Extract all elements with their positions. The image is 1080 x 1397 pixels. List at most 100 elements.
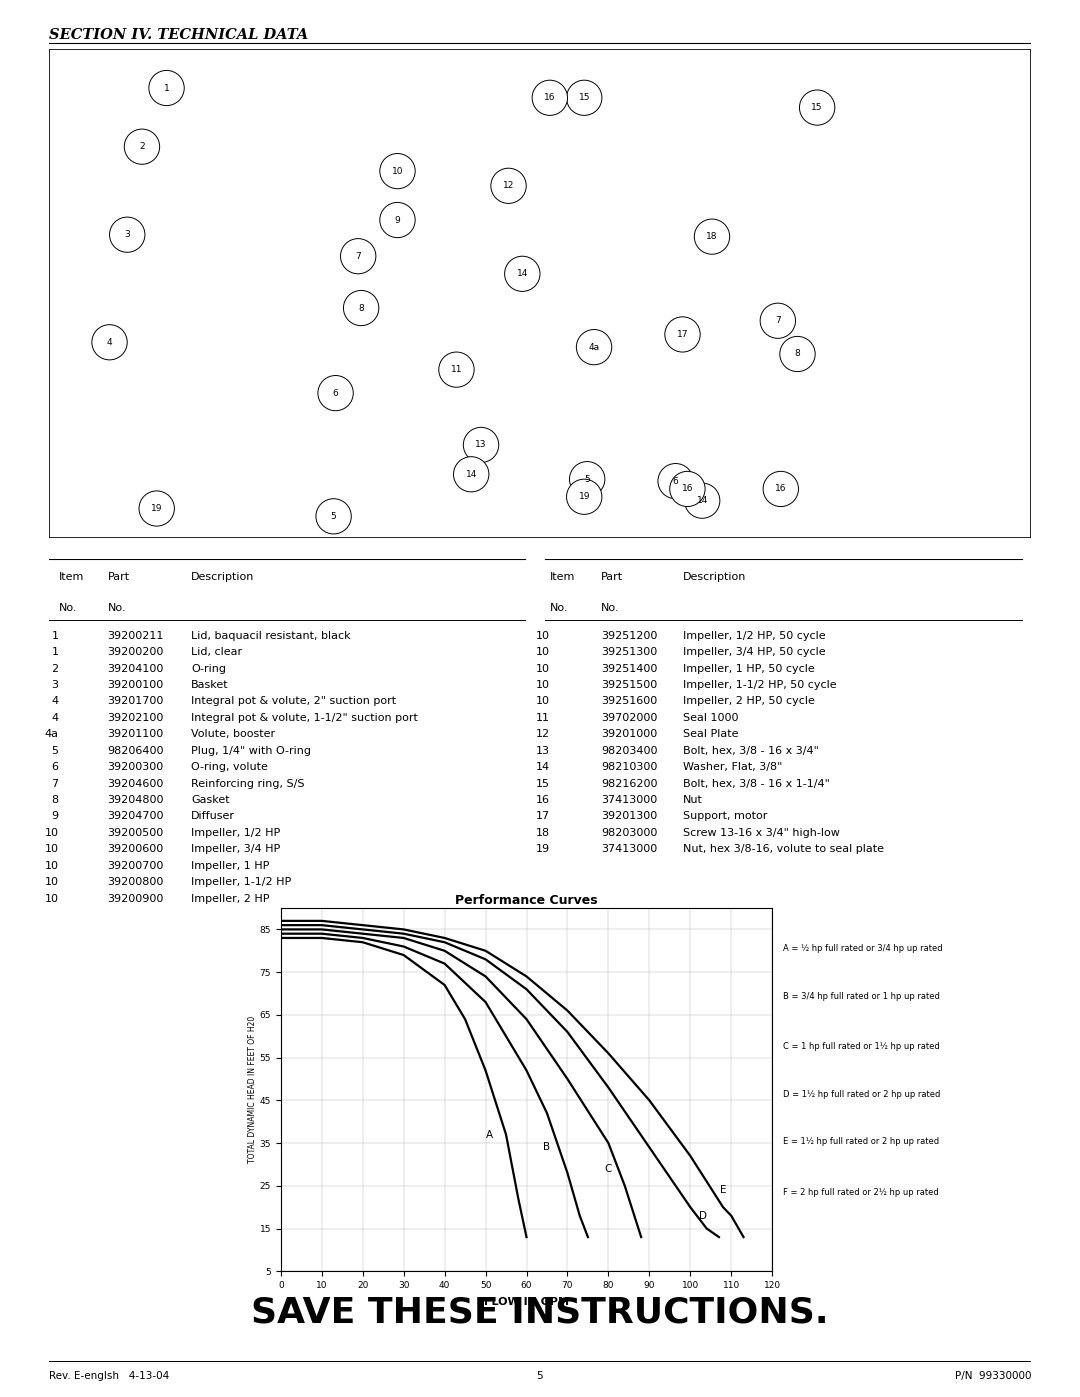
Text: 5: 5 <box>52 746 58 756</box>
Circle shape <box>318 376 353 411</box>
Text: P/N  99330000: P/N 99330000 <box>955 1370 1031 1380</box>
Circle shape <box>109 217 145 253</box>
Text: Seal 1000: Seal 1000 <box>683 712 738 722</box>
Text: 10: 10 <box>44 877 58 887</box>
Text: Description: Description <box>683 573 746 583</box>
Text: Volute, booster: Volute, booster <box>191 729 275 739</box>
Text: 39201100: 39201100 <box>108 729 164 739</box>
Text: Integral pot & volute, 2" suction port: Integral pot & volute, 2" suction port <box>191 696 396 707</box>
Text: 10: 10 <box>44 844 58 854</box>
Text: Bolt, hex, 3/8 - 16 x 3/4": Bolt, hex, 3/8 - 16 x 3/4" <box>683 746 819 756</box>
Text: O-ring: O-ring <box>191 664 226 673</box>
Text: 10: 10 <box>536 680 550 690</box>
Text: D = 1½ hp full rated or 2 hp up rated: D = 1½ hp full rated or 2 hp up rated <box>783 1090 941 1098</box>
Text: Description: Description <box>191 573 255 583</box>
Circle shape <box>463 427 499 462</box>
Text: SAVE THESE INSTRUCTIONS.: SAVE THESE INSTRUCTIONS. <box>252 1296 828 1330</box>
X-axis label: FLOW IN GPM: FLOW IN GPM <box>484 1296 569 1308</box>
Text: Impeller, 2 HP: Impeller, 2 HP <box>191 894 270 904</box>
Text: 4: 4 <box>107 338 112 346</box>
Circle shape <box>454 457 489 492</box>
Text: No.: No. <box>550 604 568 613</box>
Circle shape <box>685 483 720 518</box>
Text: 39204800: 39204800 <box>108 795 164 805</box>
Text: Impeller, 1-1/2 HP: Impeller, 1-1/2 HP <box>191 877 292 887</box>
Text: 6: 6 <box>52 763 58 773</box>
Text: F = 2 hp full rated or 2½ hp up rated: F = 2 hp full rated or 2½ hp up rated <box>783 1187 940 1197</box>
Text: 98203400: 98203400 <box>600 746 658 756</box>
Text: 5: 5 <box>330 511 337 521</box>
Text: Bolt, hex, 3/8 - 16 x 1-1/4": Bolt, hex, 3/8 - 16 x 1-1/4" <box>683 778 829 788</box>
Text: 9: 9 <box>394 215 401 225</box>
Text: 4a: 4a <box>44 729 58 739</box>
Text: Part: Part <box>108 573 130 583</box>
Text: Lid, baquacil resistant, black: Lid, baquacil resistant, black <box>191 630 351 641</box>
Text: 19: 19 <box>579 492 590 502</box>
Text: 1: 1 <box>52 630 58 641</box>
Text: C = 1 hp full rated or 1½ hp up rated: C = 1 hp full rated or 1½ hp up rated <box>783 1042 941 1052</box>
Text: 10: 10 <box>44 861 58 870</box>
Text: 10: 10 <box>536 696 550 707</box>
Circle shape <box>532 80 567 116</box>
Circle shape <box>799 89 835 126</box>
Circle shape <box>665 317 700 352</box>
Text: 13: 13 <box>475 440 487 450</box>
Circle shape <box>504 256 540 292</box>
Text: B: B <box>543 1143 551 1153</box>
Circle shape <box>577 330 611 365</box>
Text: 39201000: 39201000 <box>600 729 658 739</box>
Text: E: E <box>719 1185 727 1194</box>
Text: 37413000: 37413000 <box>600 795 658 805</box>
Text: 10: 10 <box>536 664 550 673</box>
Text: 4: 4 <box>52 696 58 707</box>
Text: 39204700: 39204700 <box>108 812 164 821</box>
Text: 16: 16 <box>544 94 555 102</box>
Text: 19: 19 <box>151 504 162 513</box>
Text: 6: 6 <box>673 476 678 486</box>
Text: 10: 10 <box>44 828 58 838</box>
Circle shape <box>780 337 815 372</box>
Text: 39251200: 39251200 <box>600 630 658 641</box>
Text: 14: 14 <box>465 469 477 479</box>
Text: 14: 14 <box>516 270 528 278</box>
Text: 3: 3 <box>52 680 58 690</box>
Text: 39200800: 39200800 <box>108 877 164 887</box>
Text: Plug, 1/4" with O-ring: Plug, 1/4" with O-ring <box>191 746 311 756</box>
Text: Nut: Nut <box>683 795 702 805</box>
Circle shape <box>438 352 474 387</box>
Text: O-ring, volute: O-ring, volute <box>191 763 268 773</box>
Text: 39251300: 39251300 <box>600 647 658 657</box>
Circle shape <box>149 70 185 106</box>
Text: 11: 11 <box>536 712 550 722</box>
Text: 39251600: 39251600 <box>600 696 658 707</box>
Circle shape <box>380 154 415 189</box>
Text: Impeller, 1/2 HP: Impeller, 1/2 HP <box>191 828 281 838</box>
Text: 39201300: 39201300 <box>600 812 658 821</box>
Text: Item: Item <box>58 573 84 583</box>
Text: 98206400: 98206400 <box>108 746 164 756</box>
Circle shape <box>490 168 526 204</box>
Text: 39204600: 39204600 <box>108 778 164 788</box>
Text: 39251400: 39251400 <box>600 664 658 673</box>
Circle shape <box>139 490 174 527</box>
Text: 18: 18 <box>706 232 718 242</box>
Text: 11: 11 <box>450 365 462 374</box>
Text: 98216200: 98216200 <box>600 778 658 788</box>
Text: 39200300: 39200300 <box>108 763 164 773</box>
Text: 16: 16 <box>681 485 693 493</box>
Text: Impeller, 3/4 HP, 50 cycle: Impeller, 3/4 HP, 50 cycle <box>683 647 825 657</box>
Text: 98210300: 98210300 <box>600 763 658 773</box>
Text: E = 1½ hp full rated or 2 hp up rated: E = 1½ hp full rated or 2 hp up rated <box>783 1137 940 1146</box>
Text: 10: 10 <box>44 894 58 904</box>
Text: 13: 13 <box>536 746 550 756</box>
Text: Impeller, 1/2 HP, 50 cycle: Impeller, 1/2 HP, 50 cycle <box>683 630 825 641</box>
Text: Basket: Basket <box>191 680 229 690</box>
Text: 39202100: 39202100 <box>108 712 164 722</box>
Text: 39200900: 39200900 <box>108 894 164 904</box>
Title: Performance Curves: Performance Curves <box>455 894 598 907</box>
Text: Diffuser: Diffuser <box>191 812 235 821</box>
Text: 6: 6 <box>333 388 338 398</box>
Text: Gasket: Gasket <box>191 795 230 805</box>
Circle shape <box>343 291 379 326</box>
Text: Impeller, 2 HP, 50 cycle: Impeller, 2 HP, 50 cycle <box>683 696 814 707</box>
